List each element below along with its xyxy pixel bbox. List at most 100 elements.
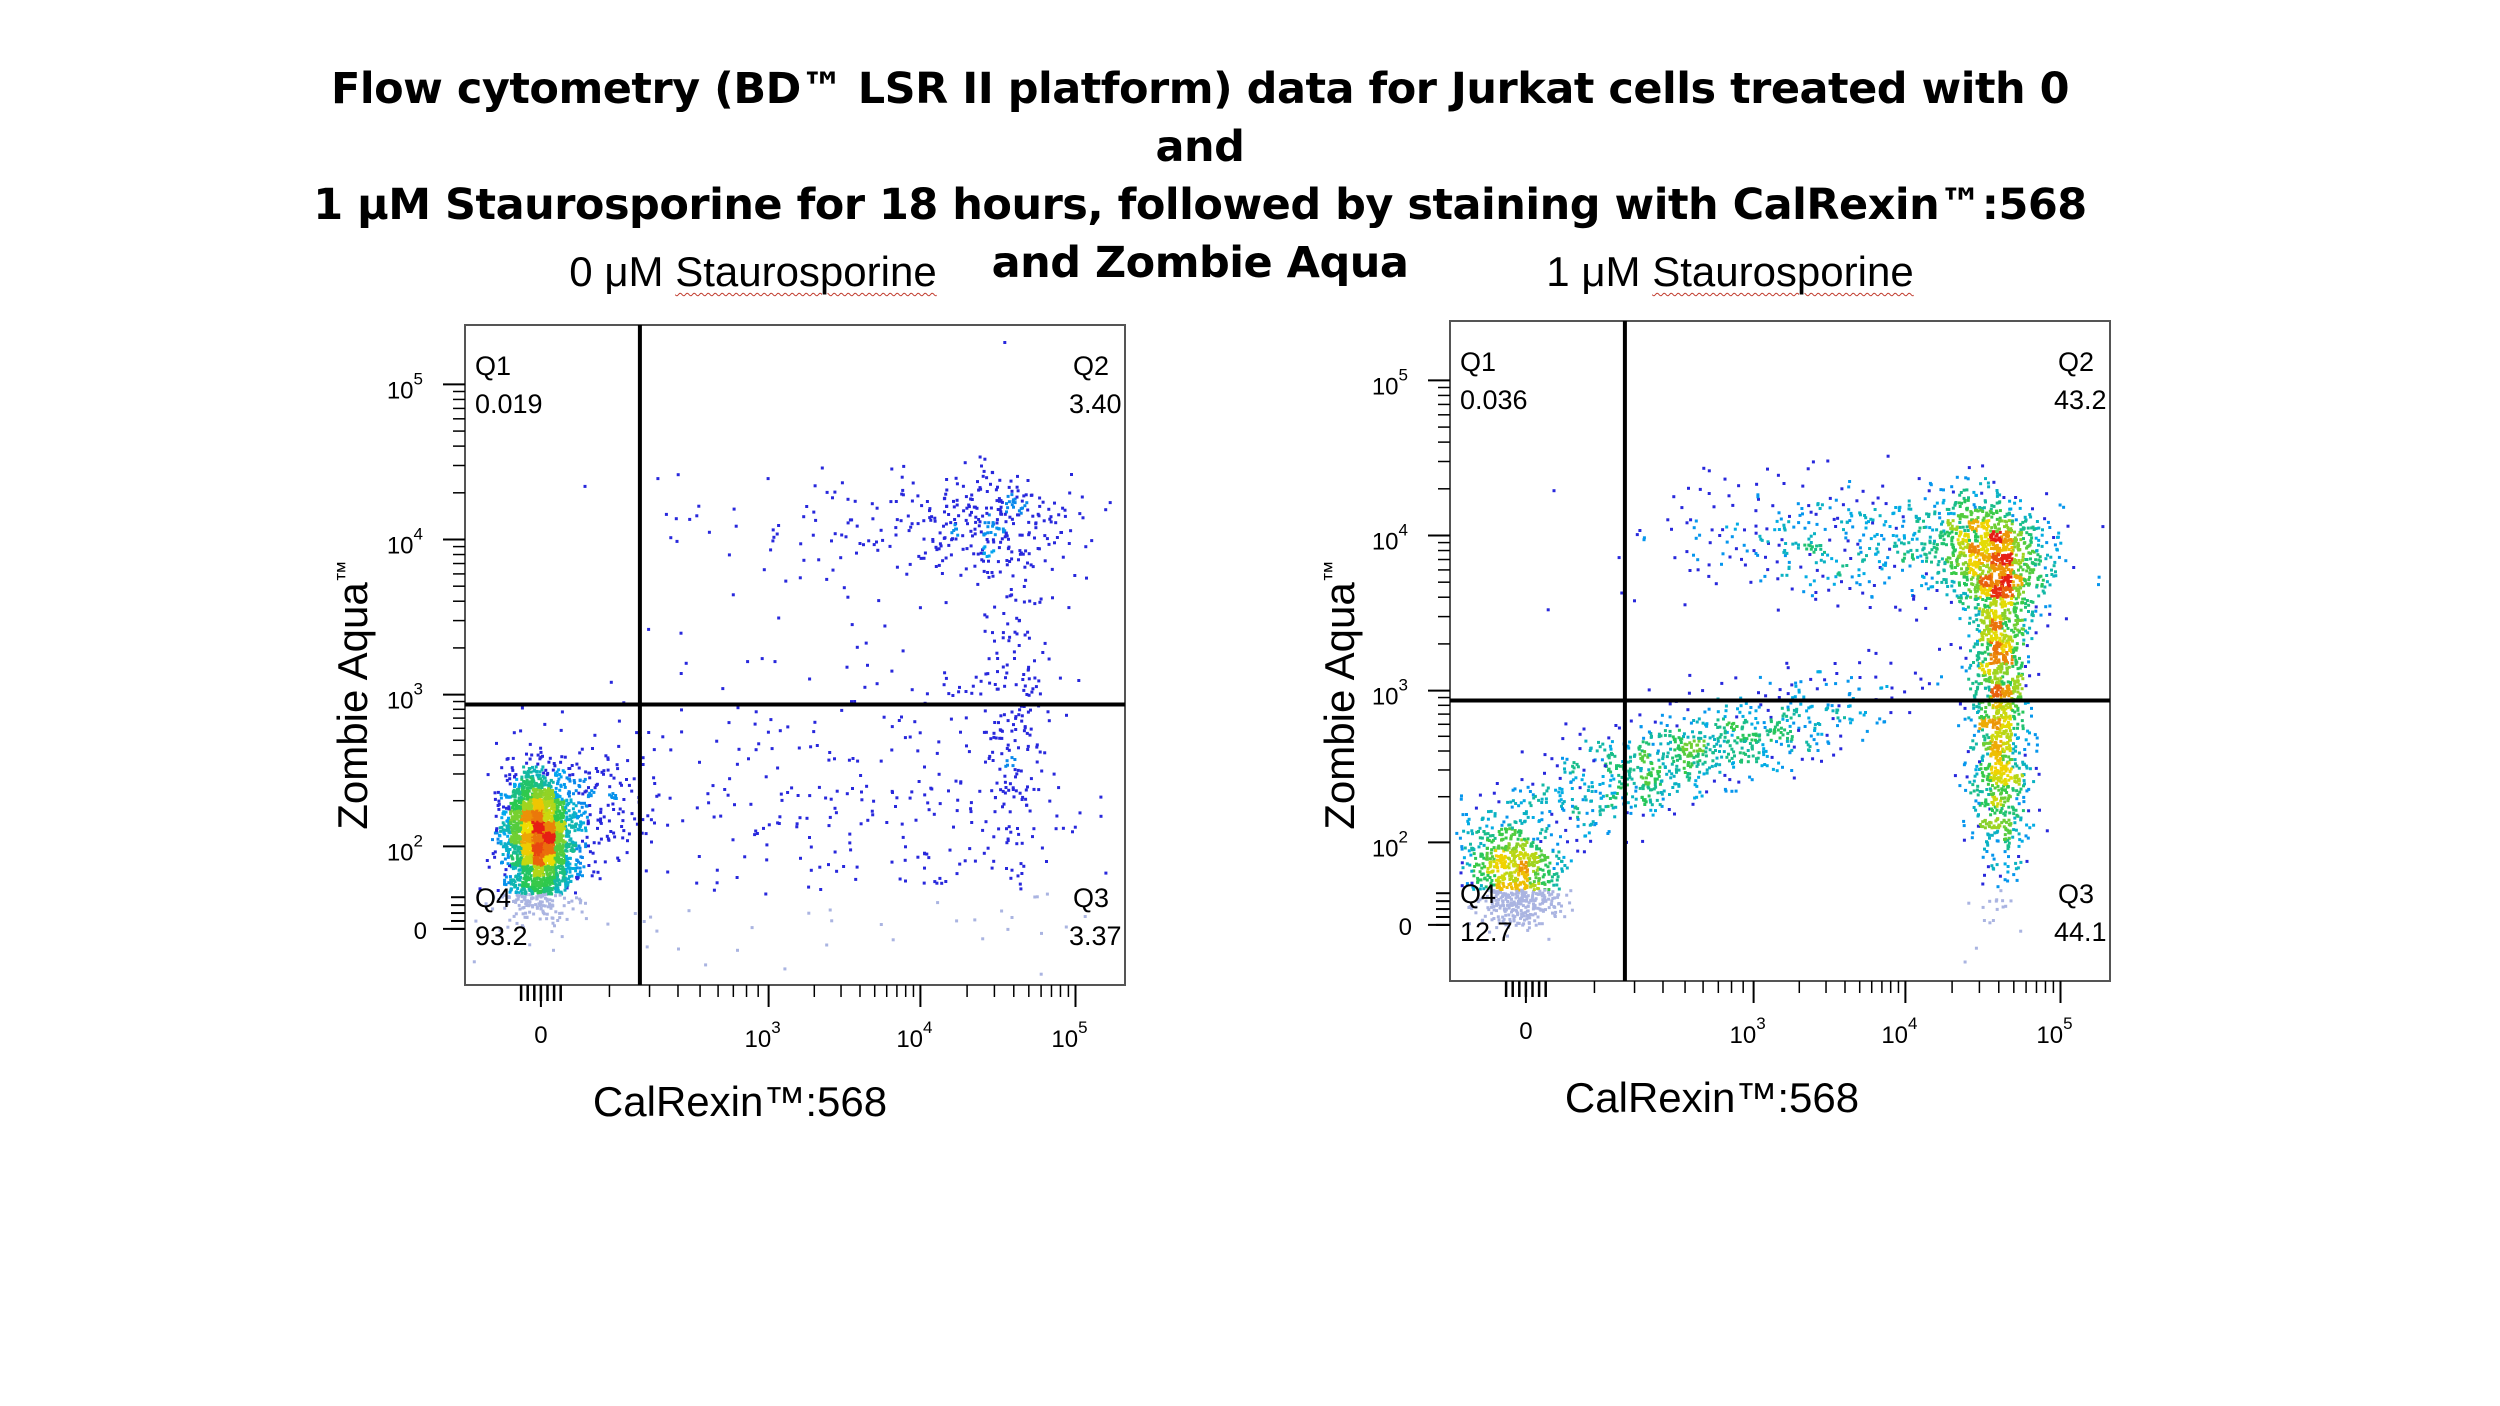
event-dot — [1708, 736, 1712, 740]
event-dot — [1647, 794, 1651, 798]
event-dot — [815, 744, 819, 747]
event-dot — [1486, 832, 1490, 836]
event-dot — [1510, 805, 1514, 809]
event-dot — [525, 915, 529, 919]
event-dot — [609, 680, 613, 684]
event-dot — [570, 899, 574, 903]
event-dot — [1815, 742, 1819, 746]
event-dot — [1015, 485, 1019, 489]
event-dot — [556, 866, 560, 870]
event-dot — [584, 770, 588, 774]
event-dot — [998, 767, 1002, 771]
event-dot — [859, 822, 863, 826]
event-dot — [524, 809, 528, 813]
event-dot — [1718, 763, 1722, 767]
event-dot — [569, 800, 573, 804]
event-dot — [493, 791, 497, 795]
event-dot — [1006, 494, 1010, 498]
event-dot — [1671, 786, 1675, 789]
event-dot — [509, 837, 513, 841]
event-dot — [520, 900, 524, 903]
event-dot — [964, 495, 968, 499]
event-dot — [530, 897, 533, 901]
event-dot — [544, 846, 548, 850]
event-dot — [945, 504, 949, 508]
event-dot — [1532, 869, 1536, 873]
event-dot — [956, 798, 960, 802]
event-dot — [1485, 894, 1489, 898]
event-dot — [1546, 880, 1550, 883]
event-dot — [560, 819, 564, 823]
event-dot — [627, 832, 631, 836]
event-dot — [981, 548, 984, 552]
event-dot — [1861, 738, 1865, 742]
event-dot — [1462, 856, 1466, 860]
event-dot — [1015, 632, 1019, 636]
event-dot — [1526, 837, 1530, 841]
event-dot — [885, 821, 889, 824]
event-dot — [1666, 751, 1670, 755]
event-dot — [1908, 711, 1912, 715]
event-dot — [1491, 834, 1495, 837]
event-dot — [1030, 690, 1034, 694]
event-dot — [828, 908, 832, 912]
event-dot — [993, 796, 997, 800]
event-dot — [1544, 797, 1548, 801]
event-dot — [518, 864, 522, 868]
event-dot — [777, 616, 781, 620]
event-dot — [529, 825, 533, 829]
event-dot — [1494, 849, 1498, 853]
y-axis-label-1um: Zombie Aqua™ — [1307, 395, 1363, 995]
event-dot — [522, 808, 526, 811]
event-dot — [1775, 769, 1779, 773]
event-dot — [1789, 716, 1793, 720]
event-dot — [535, 787, 539, 791]
event-dot — [1543, 771, 1546, 775]
event-dot — [538, 817, 542, 820]
event-dot — [640, 831, 644, 835]
event-dot — [944, 880, 948, 883]
event-dot — [1005, 663, 1009, 667]
event-dot — [556, 889, 560, 893]
event-dot — [535, 877, 539, 881]
event-dot — [1722, 750, 1726, 754]
event-dot — [860, 798, 864, 802]
event-dot — [1643, 750, 1647, 754]
event-dot — [1014, 716, 1018, 720]
event-dot — [508, 918, 512, 922]
event-dot — [548, 866, 552, 870]
event-dot — [531, 777, 535, 781]
event-dot — [647, 731, 651, 734]
event-dot — [1459, 797, 1463, 801]
event-dot — [546, 799, 550, 803]
event-dot — [535, 770, 539, 773]
event-dot — [1831, 709, 1835, 713]
event-dot — [1489, 881, 1493, 885]
event-dot — [1511, 799, 1515, 803]
event-dot — [499, 796, 503, 800]
event-dot — [971, 684, 975, 688]
event-dot — [513, 862, 517, 866]
event-dot — [567, 877, 571, 881]
event-dot — [1475, 830, 1479, 834]
event-dot — [617, 719, 621, 723]
event-dot — [1757, 751, 1761, 755]
event-dot — [506, 757, 510, 761]
event-dot — [1516, 837, 1520, 841]
event-dot — [535, 820, 539, 824]
event-dot — [1469, 853, 1473, 857]
event-dot — [572, 779, 576, 782]
event-dot — [938, 531, 942, 535]
event-dot — [1540, 828, 1544, 832]
event-dot — [1508, 857, 1511, 861]
event-dot — [561, 816, 565, 820]
event-dot — [802, 515, 806, 519]
event-dot — [529, 851, 533, 855]
event-dot — [520, 777, 524, 781]
event-dot — [545, 877, 549, 880]
event-dot — [1889, 661, 1893, 665]
event-dot — [1006, 743, 1010, 747]
event-dot — [528, 910, 532, 914]
event-dot — [1055, 536, 1059, 539]
event-dot — [524, 802, 528, 806]
